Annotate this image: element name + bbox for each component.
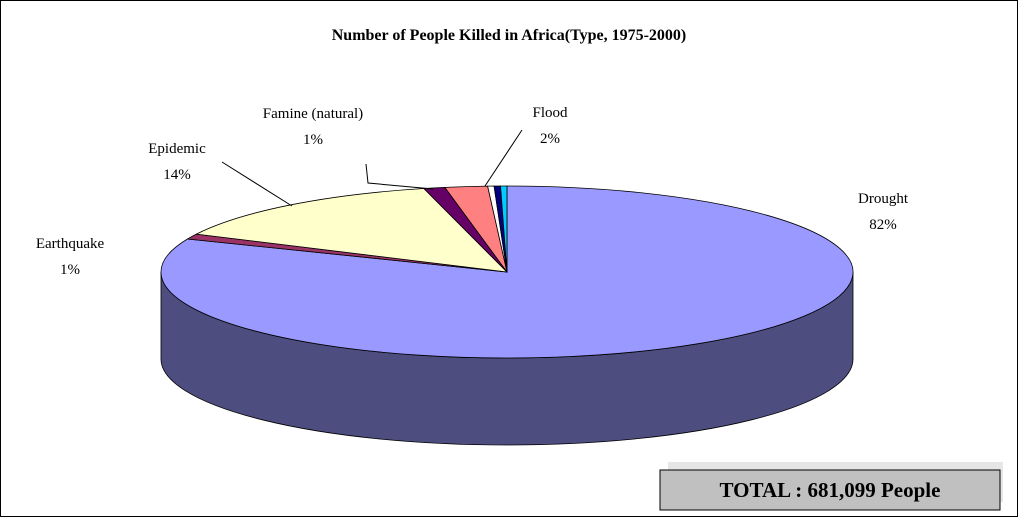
slice-value-label: 2% bbox=[540, 131, 560, 147]
leader-line bbox=[484, 129, 523, 187]
pie bbox=[160, 185, 854, 446]
slice-value-label: 82% bbox=[869, 217, 897, 233]
total-box bbox=[659, 469, 1001, 511]
slice-value-label: 1% bbox=[60, 262, 80, 278]
slice-label: Drought bbox=[858, 191, 909, 207]
chart-title: Number of People Killed in Africa(Type, … bbox=[332, 27, 686, 44]
total-annotation: TOTAL : 681,099 People bbox=[720, 478, 941, 502]
pie-slice bbox=[500, 185, 508, 273]
slice-label: Famine (natural) bbox=[263, 106, 363, 122]
slice-value-label: 1% bbox=[303, 132, 323, 148]
slice-label: Epidemic bbox=[148, 141, 206, 157]
slice-label: Earthquake bbox=[36, 236, 105, 252]
slice-value-label: 14% bbox=[163, 167, 191, 183]
leader-line bbox=[221, 161, 293, 207]
leader-line bbox=[365, 163, 434, 190]
slice-label: Flood bbox=[532, 105, 568, 121]
